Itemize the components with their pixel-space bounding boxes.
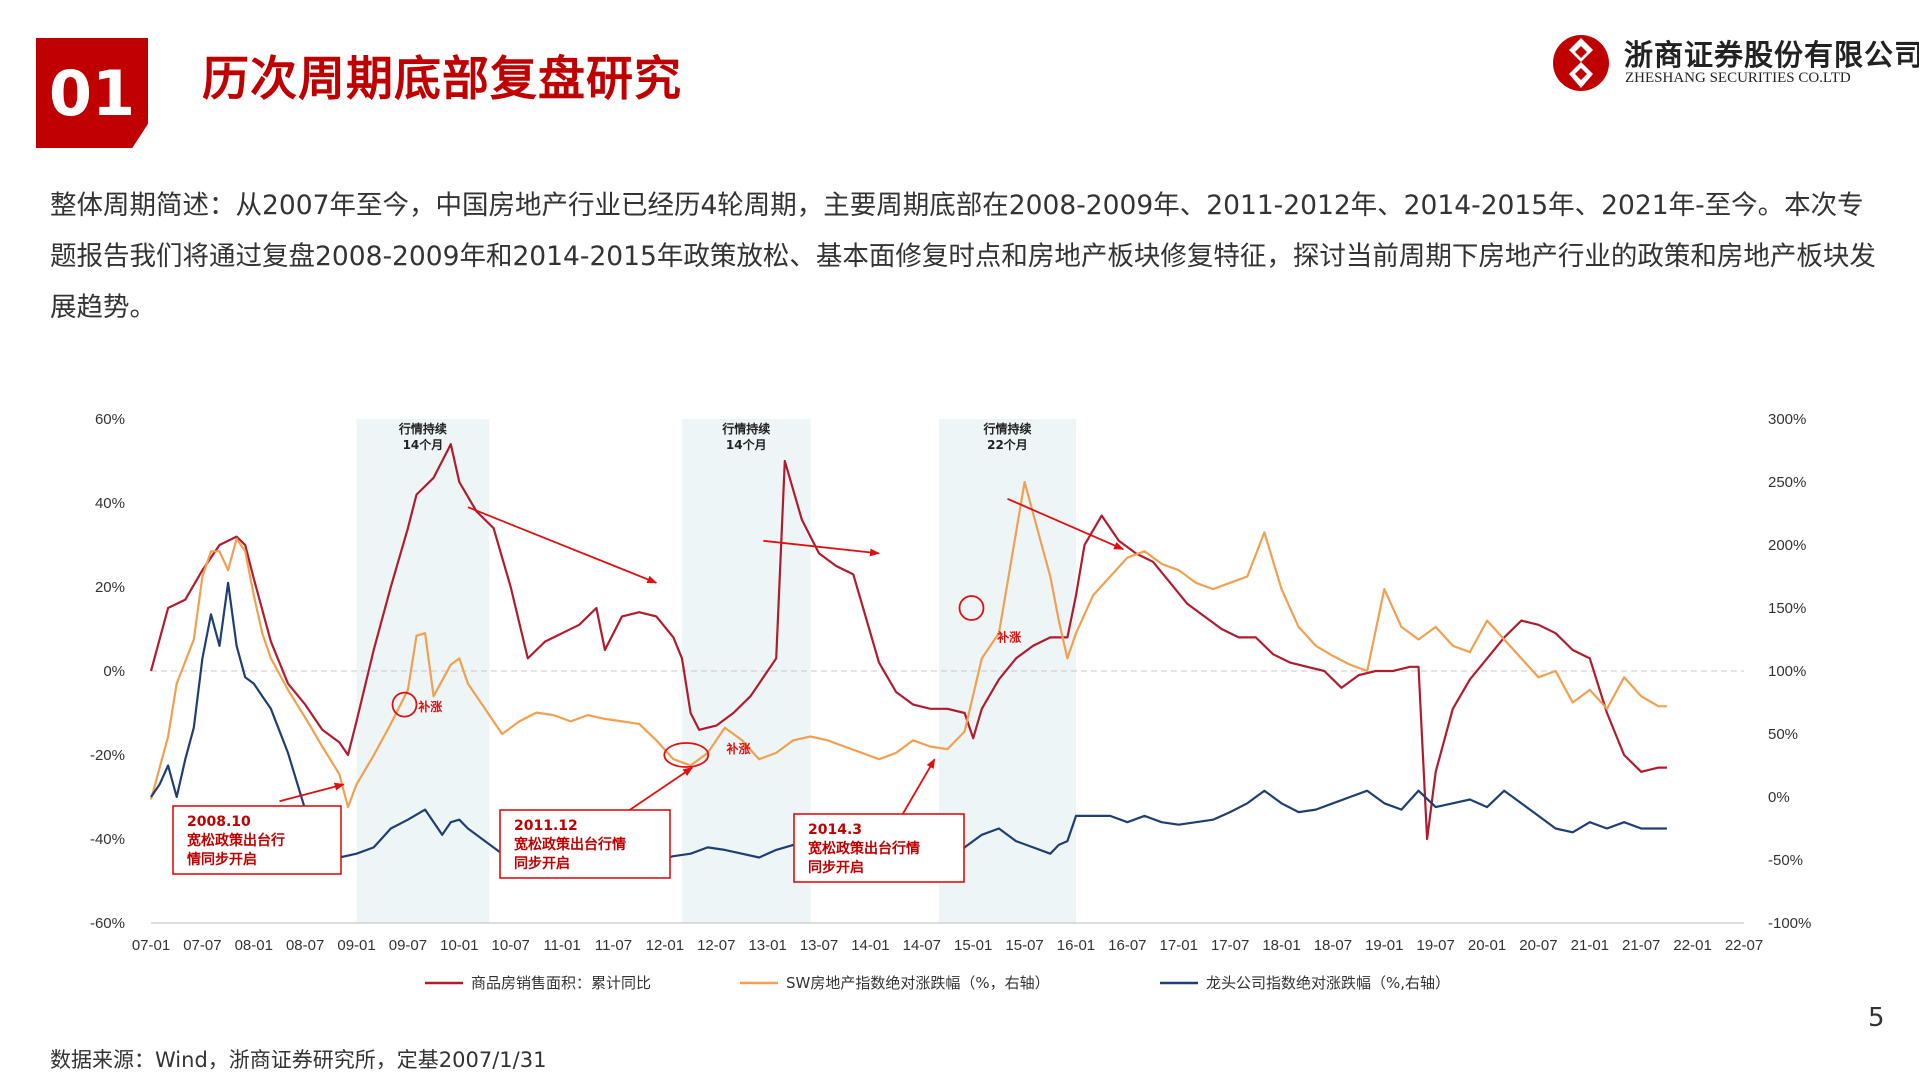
x-tick-label: 14-07 [903,937,941,954]
x-tick-label: 19-07 [1416,937,1454,954]
section-number-badge: 01 [36,38,148,148]
catch-up-label-1: 补涨 [417,699,442,714]
x-tick-label: 11-07 [595,937,632,954]
legend-label-1: 商品房销售面积：累计同比 [471,974,651,992]
x-tick-label: 09-07 [389,937,427,954]
policy-callout-box [793,813,965,883]
shaded-label-bottom-2: 14个月 [726,437,767,452]
highlight-circle-2 [663,742,710,768]
y-left-tick-label: 20% [95,579,125,596]
policy-callout-text-2: 同步开启 [514,855,570,872]
y-right-tick-label: 250% [1768,474,1806,491]
x-tick-label: 10-01 [440,937,478,954]
x-tick-label: 13-07 [800,937,838,954]
y-left-tick-label: 40% [95,495,125,512]
highlight-circle-1 [391,691,418,718]
trend-arrow-2 [763,539,880,557]
trend-arrow-3 [1007,497,1124,551]
policy-callout-text: 宽松政策出台行情 [514,836,626,853]
x-tick-label: 17-07 [1211,937,1249,954]
logo-company-name-en: ZHESHANG SECURITIES CO.LTD [1625,70,1851,86]
policy-callout-text-2: 同步开启 [808,859,864,876]
policy-callout-box [499,809,671,879]
x-tick-label: 08-01 [235,937,273,954]
shaded-label-bottom-3: 22个月 [987,437,1028,452]
y-right-tick-label: -100% [1768,915,1811,932]
y-left-tick-label: 0% [103,663,125,680]
x-tick-label: 14-01 [851,937,889,954]
page-title: 历次周期底部复盘研究 [202,52,682,107]
x-tick-label: 07-07 [183,937,221,954]
y-right-tick-label: 100% [1768,663,1806,680]
x-tick-label: 20-01 [1468,937,1506,954]
series-line-1 [149,443,1667,841]
policy-callout-text-2: 情同步开启 [187,851,257,868]
x-tick-label: 07-01 [132,937,170,954]
x-tick-label: 12-01 [646,937,684,954]
policy-callout-box [172,805,342,875]
series-line-2 [149,480,1667,809]
x-tick-label: 12-07 [697,937,735,954]
x-tick-label: 15-01 [954,937,992,954]
section-number: 01 [48,56,136,130]
x-tick-label: 21-01 [1571,937,1609,954]
catch-up-label-3: 补涨 [996,630,1021,645]
trend-arrow-6 [899,758,936,819]
y-left-tick-label: 60% [95,411,125,428]
catch-up-label-2: 补涨 [726,741,751,756]
x-tick-label: 11-01 [543,937,580,954]
y-right-tick-label: 150% [1768,600,1806,617]
x-tick-label: 15-07 [1005,937,1043,954]
x-tick-label: 20-07 [1519,937,1557,954]
x-tick-label: 19-01 [1365,937,1403,954]
policy-callout-date: 2014.3 [808,822,862,838]
y-left-tick-label: -60% [90,915,125,932]
logo-mark-icon [1553,35,1609,91]
legend-label-2: SW房地产指数绝对涨跌幅（%，右轴） [786,974,1050,992]
trend-arrow-4 [279,782,345,803]
shaded-label-top-3: 行情持续 [982,421,1031,436]
y-right-tick-label: 200% [1768,537,1806,554]
x-tick-label: 17-01 [1160,937,1198,954]
logo-company-name-cn: 浙商证券股份有限公司 [1624,38,1919,72]
x-tick-label: 22-01 [1673,937,1711,954]
shaded-label-top-2: 行情持续 [721,421,770,436]
x-tick-label: 10-07 [492,937,530,954]
legend-label-3: 龙头公司指数绝对涨跌幅（%,右轴） [1206,974,1450,992]
x-tick-label: 22-07 [1725,937,1763,954]
y-right-tick-label: 50% [1768,726,1798,743]
trend-arrow-1 [467,506,658,584]
y-right-tick-label: -50% [1768,852,1803,869]
y-left-tick-label: -20% [90,747,125,764]
x-tick-label: 16-07 [1108,937,1146,954]
page-number: 5 [1868,1003,1885,1033]
cycle-chart: 行情持续14个月行情持续14个月行情持续22个月60%40%20%0%-20%-… [90,411,1811,992]
shaded-label-bottom-1: 14个月 [403,437,444,452]
y-right-tick-label: 300% [1768,411,1806,428]
x-tick-label: 13-01 [748,937,786,954]
policy-callout-date: 2008.10 [187,814,251,830]
company-logo: 浙商证券股份有限公司 ZHESHANG SECURITIES CO.LTD [1548,30,1919,96]
highlight-circle-3 [958,595,985,621]
shaded-label-top-1: 行情持续 [398,421,447,436]
y-left-tick-label: -40% [90,831,125,848]
x-tick-label: 18-07 [1314,937,1352,954]
data-source-note: 数据来源：Wind，浙商证券研究所，定基2007/1/31 [50,1048,547,1072]
policy-callout-date: 2011.12 [514,818,578,834]
intro-paragraph: 整体周期简述：从2007年至今，中国房地产行业已经历4轮周期，主要周期底部在20… [50,190,1876,323]
policy-callout-text: 宽松政策出台行 [187,832,285,849]
policy-callout-text: 宽松政策出台行情 [808,840,920,857]
x-tick-label: 18-01 [1262,937,1300,954]
x-tick-label: 16-01 [1057,937,1095,954]
x-tick-label: 08-07 [286,937,324,954]
x-tick-label: 21-07 [1622,937,1660,954]
y-right-tick-label: 0% [1768,789,1790,806]
x-tick-label: 09-01 [337,937,375,954]
